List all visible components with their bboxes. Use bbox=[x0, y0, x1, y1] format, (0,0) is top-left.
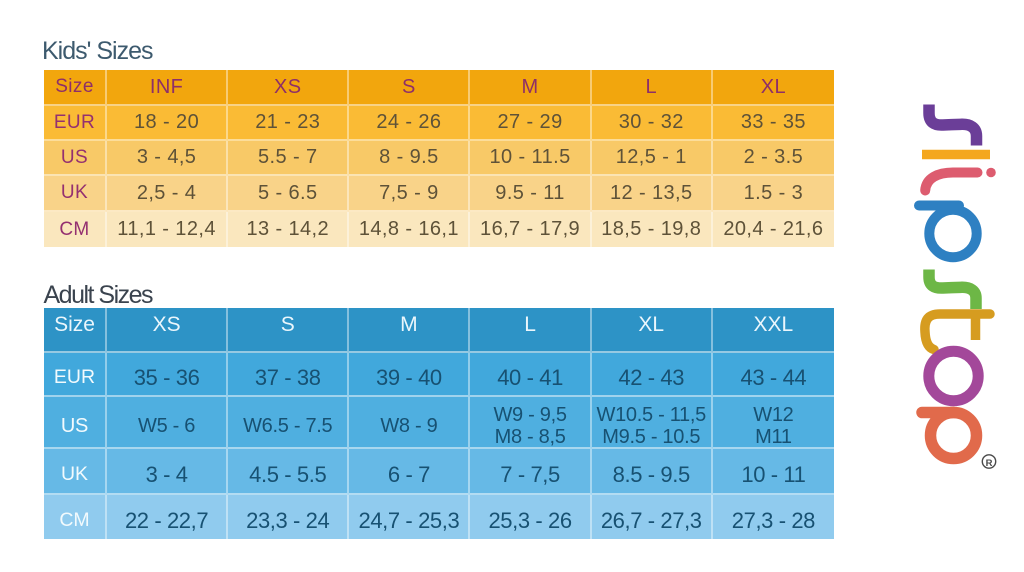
svg-text:R: R bbox=[986, 458, 993, 469]
